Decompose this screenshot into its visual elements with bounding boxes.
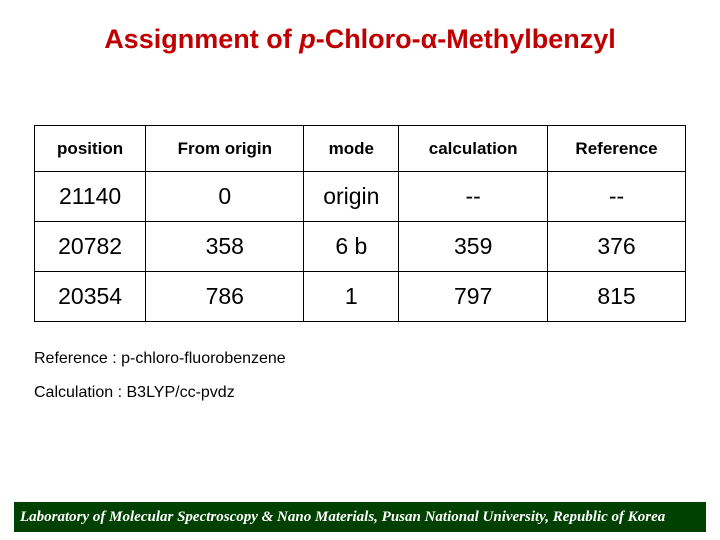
- title-ital-p: p: [299, 24, 316, 54]
- cell: 21140: [35, 172, 146, 222]
- table-row: 20354 786 1 797 815: [35, 272, 686, 322]
- cell: 358: [146, 222, 304, 272]
- footer-bar: Laboratory of Molecular Spectroscopy & N…: [14, 502, 706, 532]
- data-table: position From origin mode calculation Re…: [34, 125, 686, 322]
- col-from-origin: From origin: [146, 126, 304, 172]
- col-mode: mode: [304, 126, 399, 172]
- title-mid2: -Methylbenzyl: [437, 24, 616, 54]
- table-row: 20782 358 6 b 359 376: [35, 222, 686, 272]
- cell: 815: [548, 272, 686, 322]
- cell: 786: [146, 272, 304, 322]
- cell: 359: [399, 222, 548, 272]
- col-reference: Reference: [548, 126, 686, 172]
- title-prefix: Assignment of: [104, 24, 299, 54]
- footer-text: Laboratory of Molecular Spectroscopy & N…: [20, 509, 665, 526]
- col-calculation: calculation: [399, 126, 548, 172]
- note-reference: Reference : p-chloro-fluorobenzene: [34, 350, 686, 368]
- table-row: 21140 0 origin -- --: [35, 172, 686, 222]
- cell: 20354: [35, 272, 146, 322]
- cell: 0: [146, 172, 304, 222]
- cell: 6 b: [304, 222, 399, 272]
- cell: origin: [304, 172, 399, 222]
- note-calculation: Calculation : B3LYP/cc-pvdz: [34, 384, 686, 402]
- title-mid1: -Chloro-: [316, 24, 421, 54]
- cell: 1: [304, 272, 399, 322]
- notes-block: Reference : p-chloro-fluorobenzene Calcu…: [34, 350, 686, 402]
- cell: --: [548, 172, 686, 222]
- title-alpha: α: [421, 24, 438, 54]
- data-table-wrap: position From origin mode calculation Re…: [34, 125, 686, 322]
- cell: 376: [548, 222, 686, 272]
- table-header-row: position From origin mode calculation Re…: [35, 126, 686, 172]
- col-position: position: [35, 126, 146, 172]
- cell: 20782: [35, 222, 146, 272]
- page-title: Assignment of p-Chloro-α-Methylbenzyl: [0, 0, 720, 55]
- cell: --: [399, 172, 548, 222]
- cell: 797: [399, 272, 548, 322]
